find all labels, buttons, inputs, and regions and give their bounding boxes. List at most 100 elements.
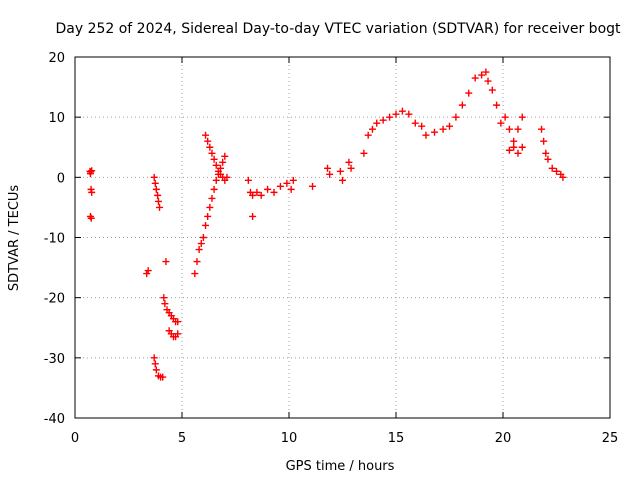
data-points	[86, 68, 567, 381]
data-point	[392, 110, 400, 118]
data-point	[339, 176, 346, 184]
data-point	[324, 164, 332, 172]
y-tick-label: 20	[48, 51, 65, 66]
data-point	[204, 212, 212, 220]
data-point	[379, 116, 387, 124]
data-point	[244, 176, 252, 184]
data-point	[199, 234, 207, 241]
data-point	[386, 113, 394, 121]
data-point	[345, 158, 353, 166]
data-point	[151, 360, 159, 368]
data-point	[162, 258, 170, 266]
data-point	[559, 173, 567, 181]
data-point	[478, 71, 486, 79]
data-point	[221, 152, 229, 160]
data-point	[88, 167, 96, 175]
data-point	[373, 119, 381, 127]
y-tick-label: -40	[44, 412, 65, 427]
y-tick-label: -20	[44, 292, 65, 307]
y-axis-label: SDTVAR / TECUs	[7, 185, 22, 292]
data-point	[471, 74, 479, 82]
data-point	[452, 113, 460, 121]
data-point	[144, 267, 152, 275]
data-point	[514, 125, 522, 133]
data-point	[510, 137, 518, 145]
x-axis-label: GPS time / hours	[286, 459, 395, 474]
data-point	[418, 122, 426, 130]
data-point	[336, 167, 344, 175]
data-point	[439, 125, 447, 133]
data-point	[465, 89, 473, 97]
x-tick-label: 15	[388, 431, 405, 446]
data-point	[208, 149, 216, 157]
data-point	[156, 203, 164, 211]
data-point	[540, 137, 548, 145]
data-point	[326, 170, 334, 178]
data-point	[154, 191, 162, 199]
data-point	[193, 258, 201, 266]
data-point	[411, 119, 419, 127]
data-point	[276, 182, 284, 190]
data-point	[493, 101, 501, 109]
data-point	[219, 158, 227, 166]
y-tick-label: -10	[44, 232, 65, 247]
data-point	[484, 77, 492, 85]
x-tick-label: 20	[495, 431, 512, 446]
data-point	[364, 131, 372, 139]
data-point	[206, 143, 214, 151]
data-point	[488, 86, 496, 94]
data-point	[208, 194, 216, 202]
data-point	[152, 366, 160, 374]
data-point	[206, 203, 214, 211]
data-point	[174, 330, 182, 338]
chart-title: Day 252 of 2024, Sidereal Day-to-day VTE…	[55, 21, 621, 37]
x-tick-label: 5	[178, 431, 186, 446]
data-point	[505, 125, 513, 133]
data-point	[88, 188, 96, 196]
data-point	[360, 149, 368, 157]
data-point	[212, 176, 220, 184]
data-point	[422, 131, 430, 139]
data-point	[264, 185, 272, 193]
data-point	[548, 164, 556, 172]
data-point	[150, 173, 158, 181]
data-point	[195, 246, 203, 254]
data-point	[398, 107, 406, 115]
data-point	[87, 214, 95, 222]
data-point	[87, 168, 95, 176]
data-point	[289, 176, 297, 184]
y-tick-label: -30	[44, 352, 65, 367]
data-point	[510, 143, 518, 151]
data-point	[159, 373, 167, 381]
data-point	[223, 173, 231, 181]
data-point	[151, 179, 159, 187]
x-tick-label: 0	[71, 431, 79, 446]
data-point	[197, 240, 205, 248]
data-point	[309, 182, 317, 190]
data-point	[154, 197, 162, 205]
data-point	[368, 125, 376, 133]
data-point	[514, 149, 522, 157]
data-point	[431, 128, 439, 136]
data-point	[347, 164, 355, 172]
data-point	[287, 185, 295, 193]
data-point	[253, 188, 261, 196]
data-point	[501, 113, 509, 121]
data-point	[283, 179, 291, 187]
data-point	[553, 167, 560, 175]
data-point	[249, 212, 257, 220]
data-point	[161, 300, 169, 308]
data-point	[482, 68, 490, 76]
data-point	[249, 191, 257, 199]
y-tick-label: 0	[57, 171, 65, 186]
data-point	[542, 149, 550, 157]
data-point	[497, 119, 505, 127]
data-point	[538, 125, 546, 133]
data-point	[210, 155, 218, 163]
data-point	[544, 155, 552, 163]
data-point	[518, 143, 526, 151]
x-tick-label: 25	[602, 431, 619, 446]
data-point	[152, 185, 160, 193]
y-tick-label: 10	[48, 111, 65, 126]
